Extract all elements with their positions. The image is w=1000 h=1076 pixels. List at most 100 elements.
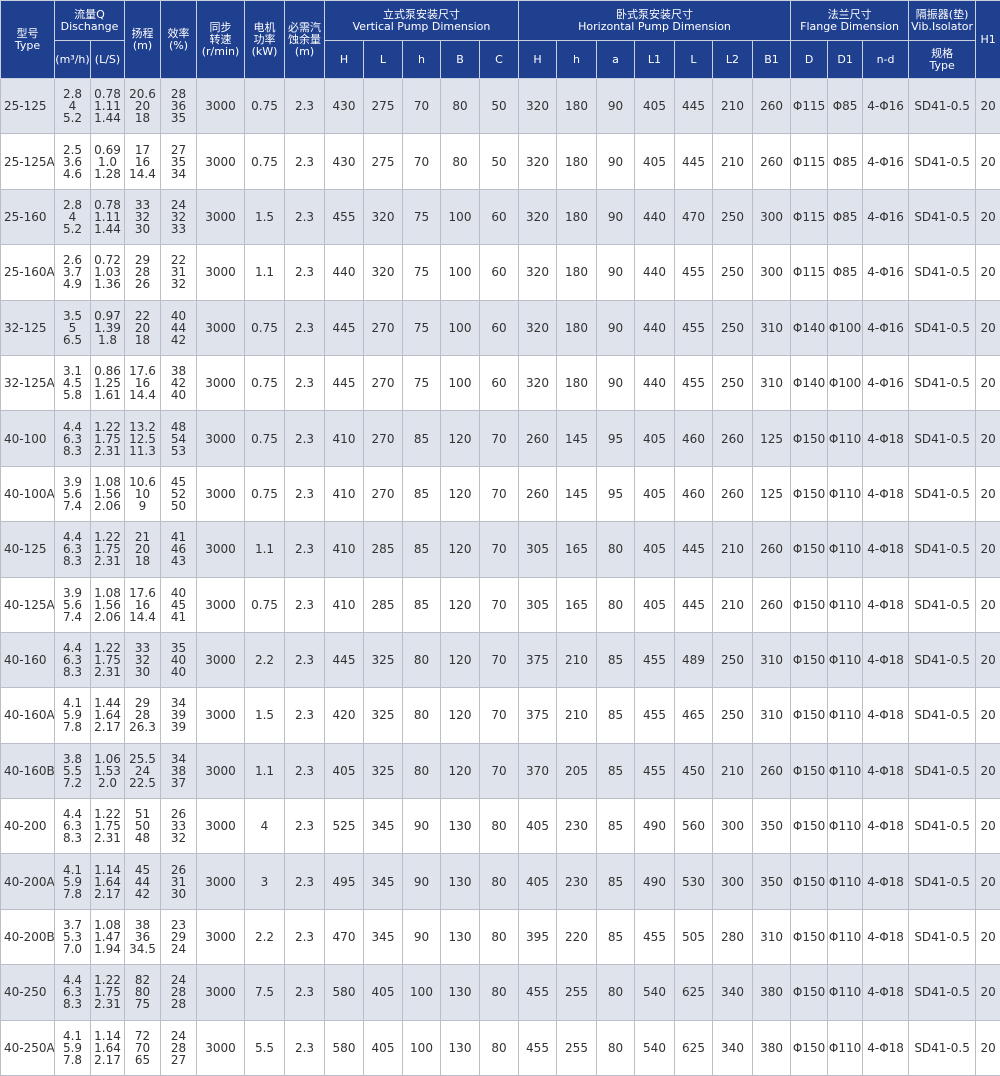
table-cell: 375 bbox=[518, 631, 557, 689]
cell-text: 20 bbox=[980, 154, 996, 169]
cell-text: SD41-0.5 bbox=[914, 708, 970, 723]
cell-text: 40-250 bbox=[4, 985, 47, 1000]
header-cell: n-d bbox=[862, 40, 910, 79]
table-cell: 1.5 bbox=[244, 188, 285, 246]
cell-text: 25.5 bbox=[129, 751, 156, 766]
cell-text: Φ110 bbox=[828, 431, 862, 446]
cell-text: 455 bbox=[643, 653, 666, 668]
cell-text: 40-100A bbox=[4, 486, 55, 501]
cell-text: 4-Φ16 bbox=[867, 209, 904, 224]
table-cell: 430 bbox=[324, 77, 364, 135]
cell-text: 470 bbox=[332, 930, 356, 945]
table-cell: 495 bbox=[324, 853, 364, 910]
table-cell: 455 bbox=[674, 354, 713, 412]
cell-text: 28 bbox=[134, 265, 151, 280]
cell-text: 1.56 bbox=[94, 597, 121, 612]
table-cell: 260 bbox=[712, 410, 753, 467]
cell-text: 320 bbox=[526, 99, 549, 114]
table-cell: 17.6 16 14.4 bbox=[124, 354, 161, 412]
table-cell: 85 bbox=[596, 853, 635, 910]
cell-text: 46 bbox=[170, 542, 187, 557]
cell-text: 445 bbox=[332, 320, 356, 335]
header-text: h bbox=[573, 52, 580, 66]
table-cell: 40-160 bbox=[0, 631, 55, 689]
cell-text: 4 bbox=[68, 209, 77, 224]
cell-text: 3.1 bbox=[62, 364, 83, 379]
cell-text: 32 bbox=[170, 209, 187, 224]
table-cell: 25-125A bbox=[0, 133, 55, 190]
cell-text: 30 bbox=[134, 221, 151, 236]
header-cell: 扬程 (m) bbox=[124, 0, 161, 79]
table-cell: 455 bbox=[324, 188, 364, 246]
cell-text: 26 bbox=[170, 862, 187, 877]
table-cell: 95 bbox=[596, 410, 635, 467]
cell-text: 35 bbox=[170, 111, 187, 126]
cell-text: 230 bbox=[565, 874, 588, 889]
table-cell: 0.75 bbox=[244, 410, 285, 467]
cell-text: 1.47 bbox=[94, 930, 121, 945]
table-cell: 410 bbox=[324, 410, 364, 467]
cell-text: 1.22 bbox=[94, 973, 121, 988]
cell-text: 14.4 bbox=[129, 166, 156, 181]
header-cell: B1 bbox=[751, 40, 792, 79]
table-cell: 580 bbox=[324, 1019, 364, 1076]
table-cell: SD41-0.5 bbox=[908, 521, 977, 578]
table-cell: 4-Φ18 bbox=[862, 521, 910, 578]
cell-text: 42 bbox=[134, 886, 151, 901]
cell-text: 4-Φ16 bbox=[867, 154, 904, 169]
table-cell: 0.75 bbox=[244, 299, 285, 356]
table-cell: 250 bbox=[712, 354, 753, 412]
table-cell: 51 50 48 bbox=[124, 798, 161, 855]
cell-text: 22 bbox=[134, 308, 151, 323]
cell-text: 18 bbox=[134, 554, 151, 569]
header-text: 功率 bbox=[253, 32, 276, 46]
cell-text: 1.64 bbox=[94, 874, 121, 889]
cell-text: 4-Φ16 bbox=[867, 265, 904, 280]
cell-text: 7.8 bbox=[62, 720, 83, 735]
cell-text: 43 bbox=[170, 554, 187, 569]
table-cell: SD41-0.5 bbox=[908, 576, 977, 633]
cell-text: 70 bbox=[491, 597, 507, 612]
cell-text: 410 bbox=[332, 597, 356, 612]
table-cell: 120 bbox=[440, 521, 480, 578]
cell-text: 440 bbox=[332, 265, 356, 280]
table-cell: 90 bbox=[596, 299, 635, 356]
table-cell: SD41-0.5 bbox=[908, 465, 977, 523]
cell-text: 90 bbox=[607, 99, 624, 114]
table-cell: Φ150 bbox=[790, 798, 829, 855]
cell-text: 2.3 bbox=[294, 431, 315, 446]
table-cell: 2.3 bbox=[284, 742, 325, 800]
table-cell: 455 bbox=[634, 908, 675, 966]
cell-text: 60 bbox=[491, 209, 507, 224]
cell-text: 3000 bbox=[205, 985, 236, 1000]
table-row: 40-160 4.4 6.3 8.3 1.22 1.75 2.31 33 32 30 35 40 40 3… bbox=[0, 631, 1000, 689]
cell-text: 48 bbox=[170, 419, 187, 434]
cell-text: 3000 bbox=[205, 209, 236, 224]
table-cell: 100 bbox=[440, 188, 480, 246]
cell-text: 80 bbox=[413, 763, 430, 778]
table-cell: 1.1 bbox=[244, 244, 285, 301]
cell-text: 29 bbox=[170, 930, 187, 945]
cell-text: SD41-0.5 bbox=[914, 209, 970, 224]
table-cell: 405 bbox=[518, 798, 557, 855]
cell-text: 3000 bbox=[205, 431, 236, 446]
table-cell: 29 28 26 bbox=[124, 244, 161, 301]
table-cell: 350 bbox=[751, 853, 792, 910]
table-cell: 82 80 75 bbox=[124, 964, 161, 1021]
cell-text: 80 bbox=[491, 930, 507, 945]
cell-text: 20 bbox=[134, 99, 151, 114]
cell-text: 445 bbox=[682, 597, 705, 612]
table-cell: 60 bbox=[479, 299, 519, 356]
table-cell: 4.4 6.3 8.3 bbox=[54, 964, 91, 1021]
cell-text: 3.6 bbox=[62, 154, 83, 169]
cell-text: 2.0 bbox=[97, 775, 118, 790]
cell-text: 80 bbox=[491, 819, 507, 834]
cell-text: 4.5 bbox=[62, 376, 83, 391]
cell-text: 1.08 bbox=[94, 585, 121, 600]
cell-text: 6.3 bbox=[62, 431, 83, 446]
cell-text: 10 bbox=[134, 486, 151, 501]
table-cell: 4 bbox=[244, 798, 285, 855]
cell-text: Φ85 bbox=[832, 154, 858, 169]
cell-text: 44 bbox=[134, 874, 151, 889]
cell-text: 260 bbox=[760, 99, 783, 114]
